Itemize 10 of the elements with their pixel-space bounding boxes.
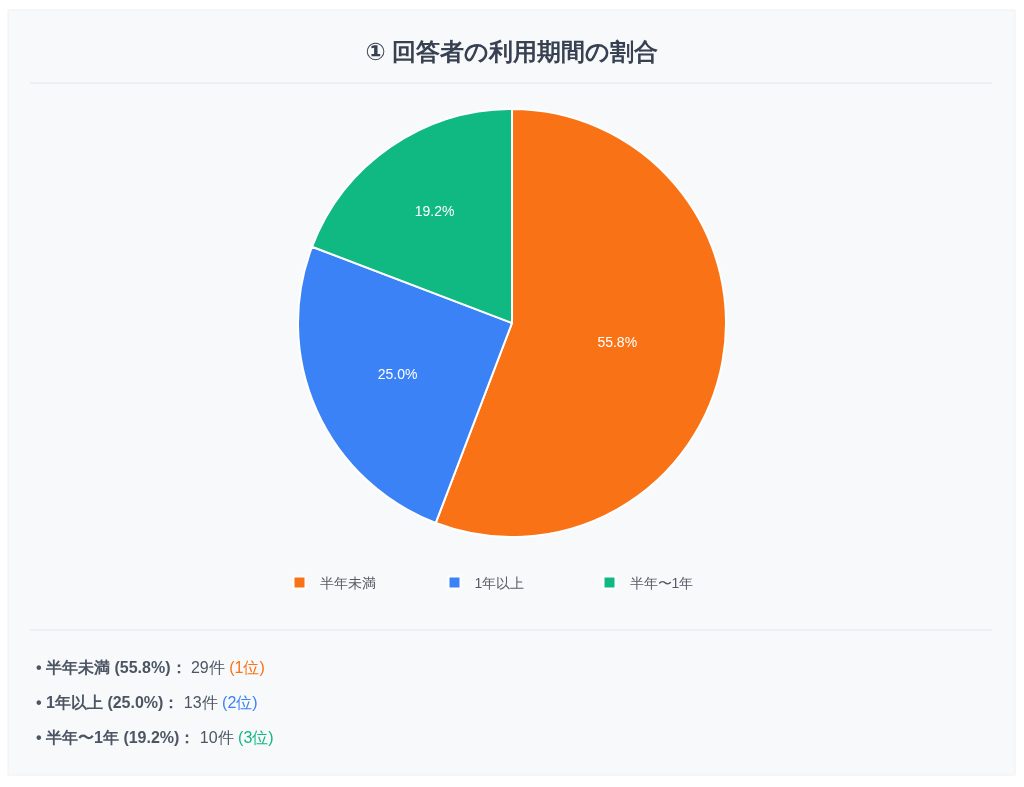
data-label: 25.0% [377, 366, 418, 383]
text: • 1年以上 (25.0%)： 13件 (2位) [36, 694, 258, 711]
text: • 半年未満 (55.8%)： 29件 (1位) [36, 659, 265, 676]
data-label: 19.2% [414, 202, 455, 219]
legend-label: 1年以上 [474, 575, 525, 592]
legend-label: 半年未満 [319, 575, 376, 592]
data-label: 55.8% [597, 334, 638, 351]
text: • 半年〜1年 (19.2%)： 10件 (3位) [36, 729, 274, 746]
legend-label: 半年〜1年 [629, 575, 694, 592]
chart-title: ① 回答者の利用期間の割合 [365, 38, 659, 66]
